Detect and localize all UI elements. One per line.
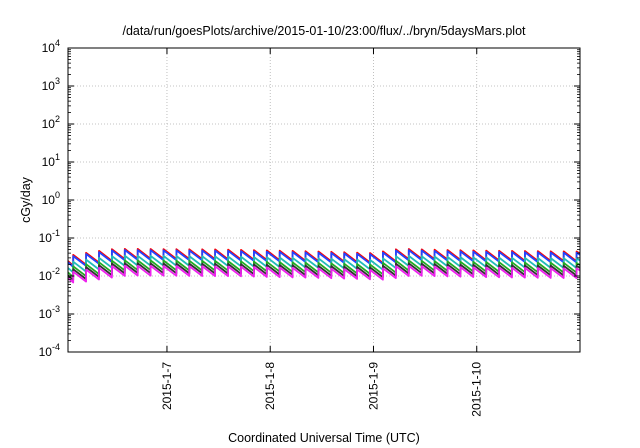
x-tick-label: 2015-1-8 [263, 362, 277, 410]
chart-title: /data/run/goesPlots/archive/2015-01-10/2… [122, 24, 526, 38]
y-tick-label-base: 10 [42, 41, 56, 55]
x-tick-label: 2015-1-10 [470, 362, 484, 417]
y-tick-label-base: 10 [42, 117, 56, 131]
y-tick-label-exponent: 2 [55, 114, 60, 124]
series-layer [67, 248, 581, 284]
y-tick-label-exponent: 4 [55, 38, 60, 48]
y-tick-label-exponent: -1 [52, 228, 60, 238]
y-tick-label: 103 [42, 76, 60, 93]
y-tick-label-base: 10 [39, 231, 53, 245]
y-tick-label: 100 [42, 190, 60, 207]
y-tick-label: 102 [42, 114, 60, 131]
series-line-6 [67, 264, 581, 284]
x-axis-ticks: 2015-1-7 2015-1-8 2015-1-9 2015-1-10 [160, 48, 484, 417]
x-tick-label: 2015-1-9 [366, 362, 380, 410]
y-tick-label-exponent: -3 [52, 304, 60, 314]
y-tick-label: 104 [42, 38, 60, 55]
y-tick-label-base: 10 [42, 193, 56, 207]
y-tick-label-exponent: 1 [55, 152, 60, 162]
x-tick-label: 2015-1-7 [160, 362, 174, 410]
y-tick-label: 10-4 [39, 342, 60, 359]
y-tick-label-base: 10 [39, 307, 53, 321]
y-tick-label-exponent: -2 [52, 266, 60, 276]
y-tick-label-exponent: -4 [52, 342, 60, 352]
y-tick-label-exponent: 3 [55, 76, 60, 86]
y-tick-label-base: 10 [39, 345, 53, 359]
y-tick-label-exponent: 0 [55, 190, 60, 200]
y-tick-label: 10-2 [39, 266, 60, 283]
grid-lines [68, 48, 580, 352]
x-axis-label: Coordinated Universal Time (UTC) [228, 431, 420, 445]
y-tick-label: 10-1 [39, 228, 60, 245]
y-tick-label-base: 10 [42, 155, 56, 169]
y-tick-label: 10-3 [39, 304, 60, 321]
y-tick-label-base: 10 [39, 269, 53, 283]
y-axis-label: cGy/day [19, 176, 33, 223]
y-tick-label: 101 [42, 152, 60, 169]
y-tick-label-base: 10 [42, 79, 56, 93]
